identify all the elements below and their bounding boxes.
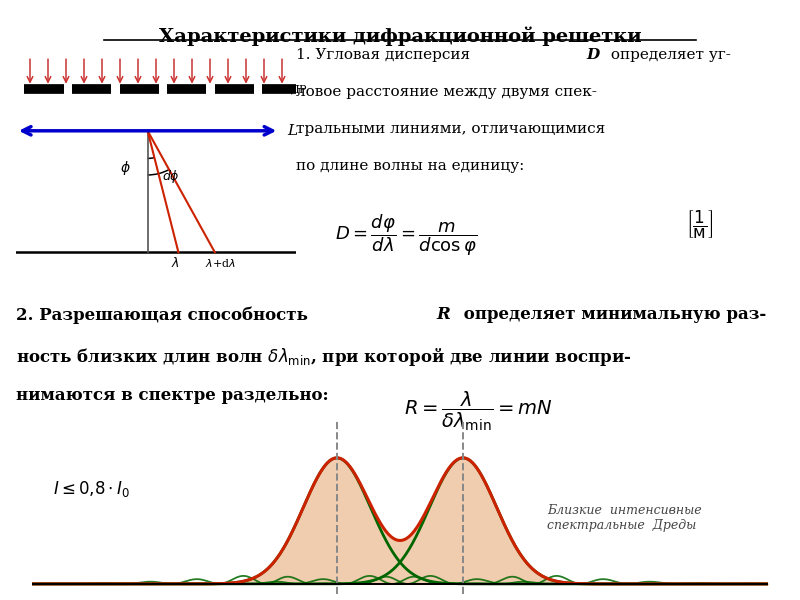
Text: тральными линиями, отличающимися: тральными линиями, отличающимися [296, 122, 606, 136]
Text: ность близких длин волн $\delta\lambda_{\mathrm{min}}$, при которой две линии во: ность близких длин волн $\delta\lambda_{… [16, 346, 632, 368]
Text: $\phi$: $\phi$ [120, 159, 130, 177]
Text: D: D [586, 49, 600, 62]
Text: по длине волны на единицу:: по длине волны на единицу: [296, 158, 524, 173]
Text: $D = \dfrac{d\varphi}{d\lambda} = \dfrac{m}{d\cos\varphi}$: $D = \dfrac{d\varphi}{d\lambda} = \dfrac… [335, 212, 477, 258]
Text: $\lambda$+d$\lambda$: $\lambda$+d$\lambda$ [205, 257, 236, 269]
Text: нимаются в спектре раздельно:: нимаются в спектре раздельно: [16, 386, 329, 404]
Text: 1. Угловая дисперсия: 1. Угловая дисперсия [296, 49, 475, 62]
Text: определяет минимальную раз-: определяет минимальную раз- [458, 306, 766, 323]
Text: $\left[\dfrac{1}{\text{м}}\right]$: $\left[\dfrac{1}{\text{м}}\right]$ [686, 208, 714, 241]
Text: 2. Разрешающая способность: 2. Разрешающая способность [16, 306, 314, 323]
Text: $d\phi$: $d\phi$ [162, 169, 179, 185]
Text: ловое расстояние между двумя спек-: ловое расстояние между двумя спек- [296, 85, 597, 99]
Text: L: L [288, 124, 298, 138]
Text: Близкие  интенсивные
спектральные  Дреды: Близкие интенсивные спектральные Дреды [547, 505, 702, 532]
Text: определяет уг-: определяет уг- [606, 49, 730, 62]
Text: $I \leq 0{,}8 \cdot I_0$: $I \leq 0{,}8 \cdot I_0$ [53, 479, 130, 499]
Text: Характеристики дифракционной решетки: Характеристики дифракционной решетки [158, 27, 642, 46]
Text: R: R [437, 306, 450, 323]
Text: $R = \dfrac{\lambda}{\delta\lambda_{\min}} = mN$: $R = \dfrac{\lambda}{\delta\lambda_{\min… [404, 390, 553, 433]
Text: $\lambda$: $\lambda$ [171, 256, 180, 271]
Text: ДР: ДР [290, 85, 307, 94]
